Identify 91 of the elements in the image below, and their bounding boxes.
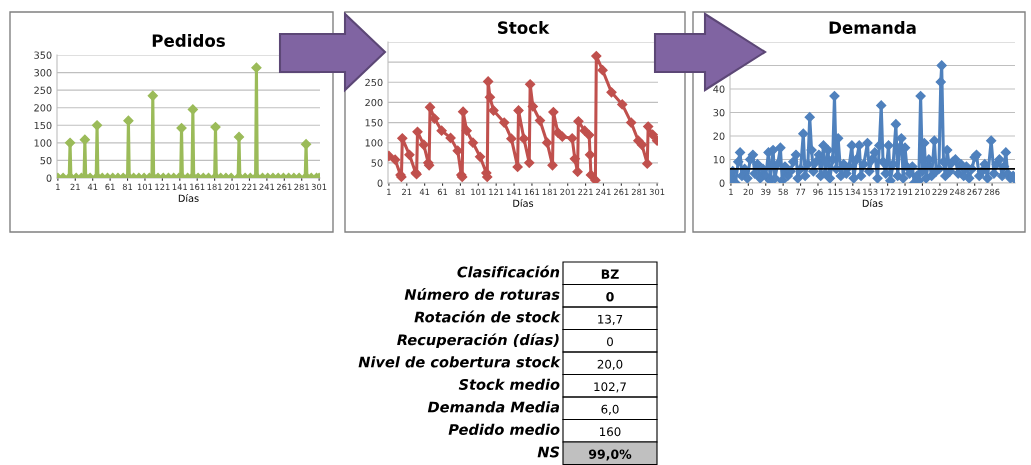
y-tick-label: 250	[34, 86, 52, 94]
x-tick-label: 121	[155, 183, 170, 190]
chart-title: Demanda	[829, 21, 916, 34]
y-tick-label: 100	[365, 139, 383, 147]
text: 20,0	[597, 359, 623, 370]
x-tick-label: 201	[224, 183, 240, 191]
x-tick-label: 21	[70, 183, 80, 190]
y-tick-label: 0	[46, 174, 52, 182]
x-tick-label: 267	[967, 188, 982, 196]
x-tick-label: 141	[172, 183, 187, 190]
y-tick-label: 200	[365, 98, 383, 107]
y-tick-label: 20	[713, 132, 725, 140]
y-tick-label: 150	[365, 119, 383, 127]
x-tick-label: 96	[813, 188, 823, 196]
x-tick-label: 241	[596, 188, 611, 195]
y-tick-label: 200	[34, 104, 52, 112]
text: Stock medio	[458, 378, 560, 390]
chart-title: Stock	[498, 21, 550, 34]
x-tick-label: 261	[276, 183, 292, 191]
x-tick-label: 61	[105, 183, 115, 191]
text: BZ	[601, 269, 619, 279]
x-tick-label: 241	[259, 183, 275, 190]
x-tick-label: 101	[137, 183, 153, 191]
x-tick-label: 1	[729, 188, 733, 195]
y-tick-label: 350	[34, 51, 52, 59]
text: 0	[607, 337, 613, 347]
x-tick-label: 181	[542, 188, 557, 196]
x-tick-label: 210	[915, 188, 930, 196]
text: 6,0	[601, 404, 619, 415]
y-tick-label: 100	[34, 139, 52, 147]
text: Recuperación (días)	[397, 333, 559, 349]
x-tick-label: 39	[761, 188, 771, 196]
x-tick-label: 81	[455, 188, 465, 196]
y-tick-label: 50	[371, 159, 383, 167]
text: 102,7	[594, 382, 626, 393]
x-tick-label: 101	[471, 188, 486, 196]
x-tick-label: 1	[387, 188, 391, 195]
y-tick-label: 0	[377, 179, 383, 187]
x-axis-title: Días	[862, 199, 883, 207]
x-tick-label: 153	[863, 188, 878, 196]
x-tick-label: 161	[190, 183, 205, 191]
x-tick-label: 191	[897, 188, 913, 196]
y-tick-label: 250	[365, 78, 383, 87]
x-tick-label: 201	[560, 188, 575, 196]
y-tick-label: 150	[34, 121, 52, 130]
x-tick-label: 261	[614, 188, 629, 196]
text: Pedido medio	[448, 423, 560, 435]
text: 13,7	[598, 314, 623, 325]
text: NS	[537, 446, 560, 458]
x-tick-label: 301	[311, 183, 327, 191]
x-tick-label: 41	[87, 183, 98, 190]
y-tick-label: 50	[40, 156, 52, 165]
x-tick-label: 121	[489, 188, 504, 195]
text: 0	[606, 291, 614, 302]
x-tick-label: 281	[294, 183, 309, 191]
x-tick-label: 248	[949, 188, 965, 196]
x-tick-label: 286	[984, 188, 1000, 196]
x-tick-label: 61	[437, 188, 448, 196]
y-tick-label: 30	[713, 108, 725, 117]
text: 99,0%	[588, 449, 632, 461]
x-axis-title: Días	[178, 194, 199, 202]
x-tick-label: 172	[880, 188, 895, 195]
x-axis-title: Días	[513, 199, 534, 207]
text: Nivel de cobertura stock	[358, 356, 561, 368]
x-tick-label: 41	[419, 188, 430, 195]
x-tick-label: 1	[56, 183, 60, 190]
x-tick-label: 77	[795, 188, 806, 195]
text: Rotación de stock	[414, 310, 561, 323]
x-tick-label: 221	[242, 183, 257, 190]
x-tick-label: 161	[524, 188, 540, 196]
text: 160	[600, 427, 621, 437]
x-tick-label: 281	[631, 188, 647, 196]
y-tick-label: 40	[713, 85, 725, 93]
text: Clasificación	[457, 265, 560, 278]
x-tick-label: 20	[743, 188, 754, 196]
text: Número de roturas	[404, 288, 560, 300]
x-tick-label: 81	[122, 183, 133, 191]
x-tick-label: 141	[507, 188, 522, 195]
x-tick-label: 301	[649, 188, 665, 196]
x-tick-label: 58	[778, 188, 788, 196]
y-tick-label: 300	[34, 69, 52, 77]
text: Demanda Media	[427, 401, 560, 413]
x-tick-label: 115	[828, 188, 843, 196]
x-tick-label: 229	[932, 188, 948, 196]
x-tick-label: 221	[578, 188, 593, 195]
x-tick-label: 134	[845, 188, 861, 196]
x-tick-label: 181	[207, 183, 222, 191]
y-tick-label: 0	[719, 179, 725, 187]
y-tick-label: 10	[713, 155, 725, 164]
chart-title: Pedidos	[152, 34, 225, 47]
x-tick-label: 21	[402, 188, 412, 195]
